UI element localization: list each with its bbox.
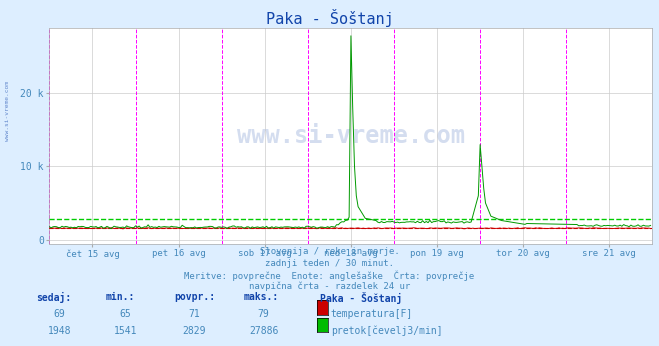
Text: pretok[čevelj3/min]: pretok[čevelj3/min] [331, 326, 442, 336]
Text: povpr.:: povpr.: [175, 292, 215, 302]
Text: www.si-vreme.com: www.si-vreme.com [237, 124, 465, 148]
Text: 1948: 1948 [47, 326, 71, 336]
Text: min.:: min.: [105, 292, 135, 302]
Text: zadnji teden / 30 minut.: zadnji teden / 30 minut. [265, 259, 394, 268]
Text: 79: 79 [258, 309, 270, 319]
Text: 27886: 27886 [249, 326, 278, 336]
Text: sedaj:: sedaj: [36, 292, 71, 303]
Text: 71: 71 [188, 309, 200, 319]
Text: 69: 69 [53, 309, 65, 319]
Text: 1541: 1541 [113, 326, 137, 336]
Text: temperatura[F]: temperatura[F] [331, 309, 413, 319]
Text: 65: 65 [119, 309, 131, 319]
Text: Paka - Šoštanj: Paka - Šoštanj [320, 292, 402, 304]
Text: maks.:: maks.: [244, 292, 279, 302]
Text: Paka - Šoštanj: Paka - Šoštanj [266, 9, 393, 27]
Text: Meritve: povprečne  Enote: anglešaške  Črta: povprečje: Meritve: povprečne Enote: anglešaške Črt… [185, 270, 474, 281]
Text: www.si-vreme.com: www.si-vreme.com [5, 81, 11, 141]
Text: 2829: 2829 [183, 326, 206, 336]
Text: Slovenija / reke in morje.: Slovenija / reke in morje. [260, 247, 399, 256]
Text: navpična črta - razdelek 24 ur: navpična črta - razdelek 24 ur [249, 282, 410, 291]
